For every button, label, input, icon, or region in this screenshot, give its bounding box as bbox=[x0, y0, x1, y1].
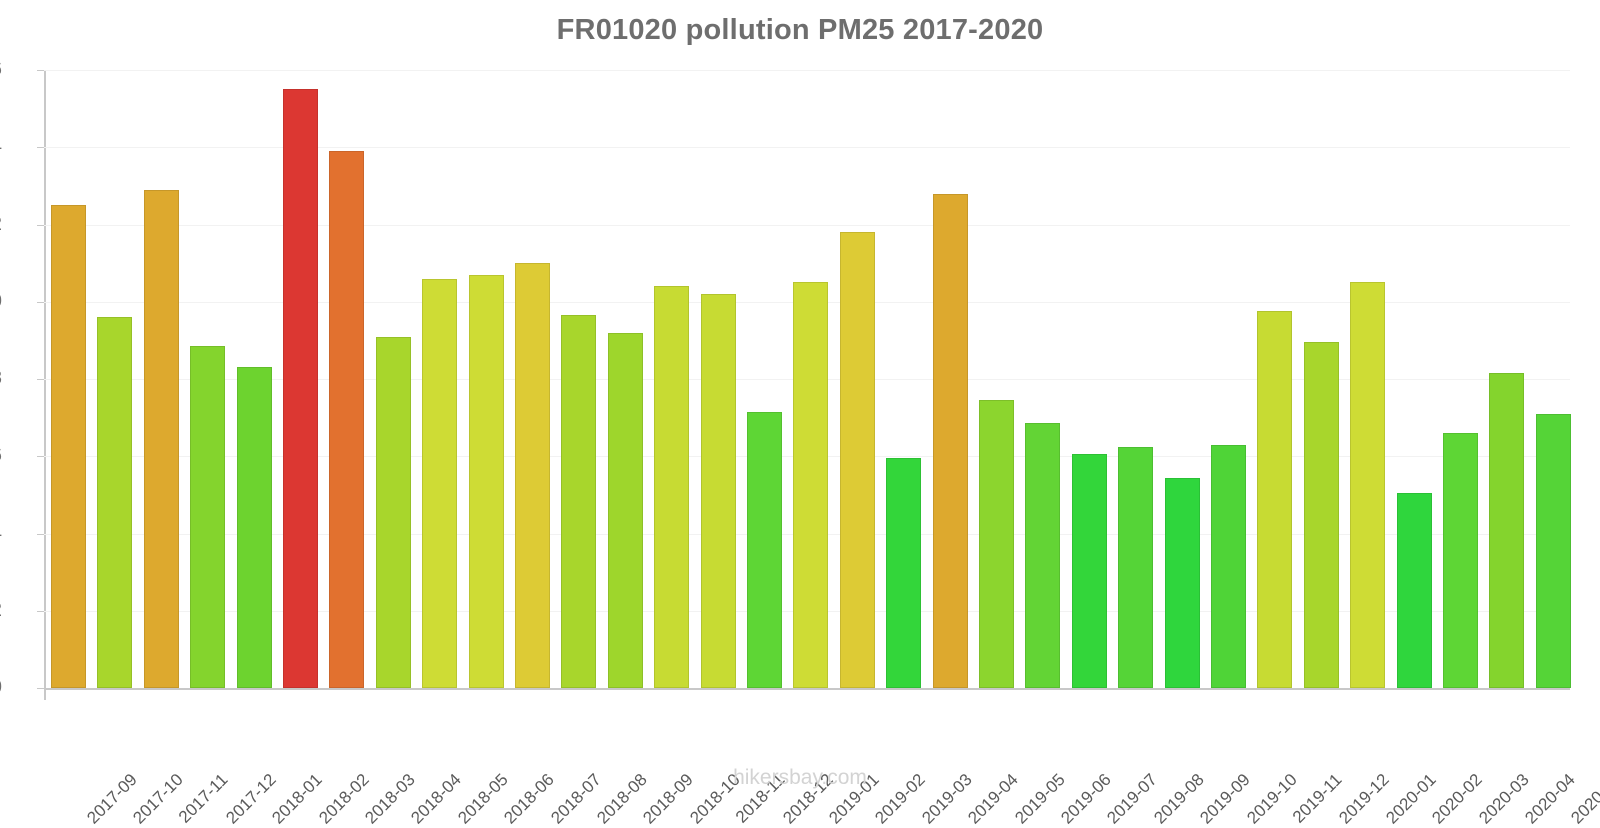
gridline bbox=[44, 70, 1570, 71]
bar[interactable] bbox=[1164, 477, 1200, 688]
x-axis-line bbox=[44, 688, 1570, 690]
bar[interactable] bbox=[1118, 446, 1154, 688]
bar[interactable] bbox=[561, 315, 597, 688]
y-axis-tick-mark bbox=[37, 610, 44, 612]
y-axis-line bbox=[44, 70, 46, 700]
y-axis-tick-label: 16 bbox=[0, 59, 2, 81]
y-axis-tick-label: 0 bbox=[0, 677, 2, 699]
bar[interactable] bbox=[1489, 373, 1525, 688]
bar[interactable] bbox=[236, 367, 272, 688]
bar[interactable] bbox=[1303, 342, 1339, 688]
bar[interactable] bbox=[747, 411, 782, 688]
bar[interactable] bbox=[839, 232, 875, 688]
bar[interactable] bbox=[932, 193, 968, 688]
y-axis-tick-label: 2 bbox=[0, 600, 2, 622]
y-axis-tick-mark bbox=[37, 224, 44, 226]
bar[interactable] bbox=[793, 282, 829, 688]
y-axis-tick-label: 14 bbox=[0, 136, 2, 158]
bar[interactable] bbox=[886, 458, 922, 688]
bar[interactable] bbox=[1211, 444, 1246, 688]
bar[interactable] bbox=[375, 336, 411, 688]
bar[interactable] bbox=[979, 400, 1014, 688]
bar[interactable] bbox=[1257, 311, 1293, 688]
watermark: hikersbay.com bbox=[733, 766, 867, 789]
y-axis-tick-mark bbox=[37, 70, 44, 71]
y-axis-tick-label: 10 bbox=[0, 291, 2, 313]
bar[interactable] bbox=[1071, 454, 1107, 688]
bar[interactable] bbox=[700, 294, 736, 688]
y-axis-tick-mark bbox=[37, 147, 44, 149]
gridline bbox=[44, 224, 1570, 226]
bar[interactable] bbox=[1025, 423, 1061, 688]
bar[interactable] bbox=[1350, 282, 1386, 688]
bar[interactable] bbox=[190, 346, 226, 688]
bar[interactable] bbox=[515, 263, 550, 688]
y-axis-tick-mark bbox=[37, 379, 44, 380]
y-axis-tick-mark bbox=[37, 456, 44, 458]
y-axis-tick-mark bbox=[37, 301, 44, 303]
chart-container: FR01020 pollution PM25 2017-2020 0 2 4 6 8 10… bbox=[0, 14, 1600, 828]
plot-area: 0246810121416 2017-092017-102017-112017-… bbox=[0, 59, 1600, 828]
bar[interactable] bbox=[422, 278, 458, 688]
bar[interactable] bbox=[1535, 413, 1571, 688]
chart-title: FR01020 pollution PM25 2017-2020 bbox=[556, 14, 1044, 46]
bar[interactable] bbox=[468, 274, 504, 688]
bar[interactable] bbox=[51, 205, 86, 688]
y-axis-tick-label: 4 bbox=[0, 523, 2, 545]
gridline bbox=[44, 147, 1570, 149]
bar[interactable] bbox=[607, 332, 643, 688]
bar[interactable] bbox=[1396, 492, 1432, 688]
y-axis-tick-label: 12 bbox=[0, 214, 2, 236]
y-axis-tick-label: 6 bbox=[0, 445, 2, 467]
bar[interactable] bbox=[329, 151, 365, 688]
y-axis-tick-mark bbox=[37, 533, 44, 535]
bar[interactable] bbox=[1443, 433, 1478, 688]
bar[interactable] bbox=[97, 317, 133, 688]
bar[interactable] bbox=[283, 89, 318, 688]
y-axis-tick-mark bbox=[37, 688, 44, 689]
bar[interactable] bbox=[654, 286, 690, 688]
bar[interactable] bbox=[143, 189, 179, 688]
y-axis-tick-label: 8 bbox=[0, 368, 2, 390]
